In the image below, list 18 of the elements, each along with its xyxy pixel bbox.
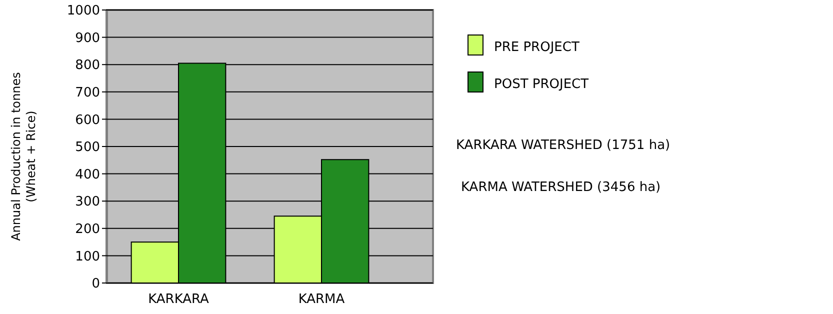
y-tick-label: 700 <box>75 85 100 100</box>
x-tick-label: KARMA <box>298 292 345 307</box>
x-tick-label: KARKARA <box>148 292 210 307</box>
y-tick-label: 300 <box>75 194 100 210</box>
y-tick-label: 800 <box>75 58 100 74</box>
y-tick-label: 500 <box>75 140 100 156</box>
y-tick-label: 0 <box>92 276 100 292</box>
y-tick-label: 1000 <box>66 4 100 19</box>
y-tick-label: 100 <box>75 249 100 264</box>
y-tick-label: 900 <box>75 30 100 46</box>
legend-label: POST PROJECT <box>494 77 589 92</box>
y-tick-label: 200 <box>75 222 100 237</box>
text: KARMA WATERSHED (3456 ha) <box>461 180 661 195</box>
text: KARKARA WATERSHED (1751 ha) <box>456 138 670 153</box>
legend-label: PRE PROJECT <box>494 40 580 55</box>
y-tick-label: 400 <box>75 167 100 182</box>
y-tick-label: 600 <box>75 112 100 128</box>
y-axis-title: Annual Production in tonnes (Wheat + Rice) <box>9 72 38 241</box>
